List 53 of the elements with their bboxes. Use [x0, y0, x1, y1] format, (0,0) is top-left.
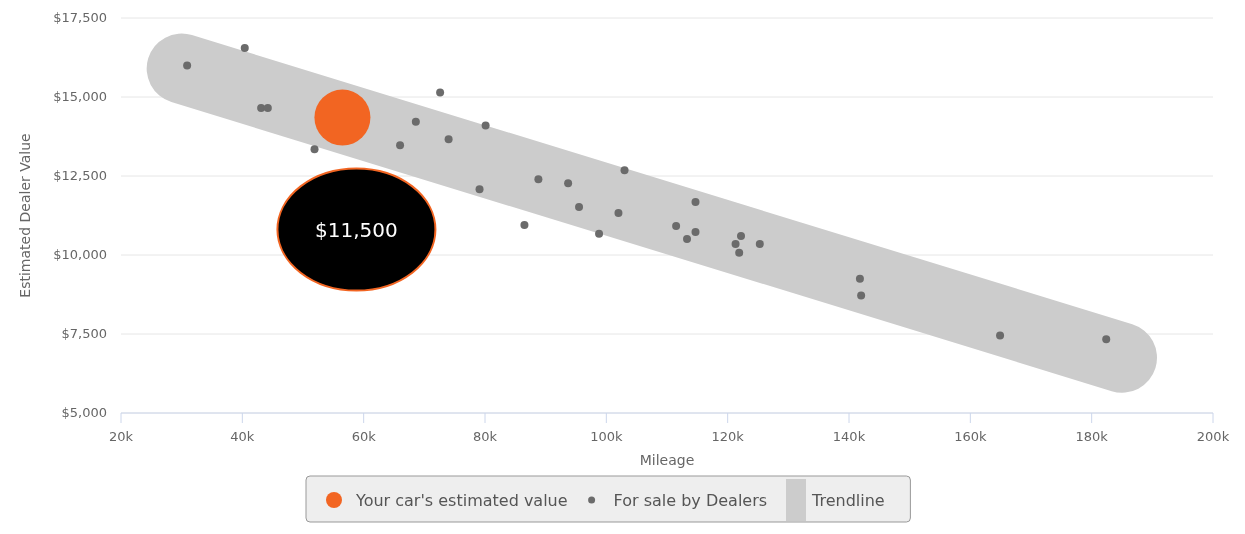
point — [240, 44, 249, 53]
point — [735, 248, 744, 257]
x-tick-label: 20k — [108, 429, 134, 444]
point — [564, 179, 573, 188]
y-tick-label: $10,000 — [53, 247, 107, 262]
legend-label: Your car's estimated value — [355, 491, 568, 510]
point — [857, 291, 866, 300]
point — [436, 88, 445, 97]
y-tick-label: $5,000 — [61, 405, 107, 420]
point — [411, 117, 420, 126]
point — [183, 61, 192, 70]
y-axis-title: Estimated Dealer Value — [17, 133, 33, 298]
point — [996, 331, 1005, 340]
point — [731, 239, 740, 248]
point — [396, 141, 405, 150]
point — [691, 197, 700, 206]
x-tick-label: 60k — [351, 429, 377, 444]
point — [475, 185, 484, 194]
point — [672, 221, 681, 230]
x-tick-label: 40k — [230, 429, 255, 444]
x-axis-title: Mileage — [639, 452, 695, 468]
point — [755, 239, 764, 248]
x-tick-label: 120k — [711, 429, 745, 444]
point — [534, 175, 543, 184]
point — [444, 135, 453, 144]
y-tick-label: $12,500 — [53, 168, 107, 183]
point — [520, 220, 529, 229]
point — [683, 234, 692, 243]
legend-label: Trendline — [811, 491, 885, 510]
point — [614, 208, 623, 217]
point — [595, 229, 604, 238]
point — [263, 104, 272, 113]
x-tick-label: 160k — [954, 429, 987, 444]
y-tick-label: $17,500 — [53, 10, 107, 25]
y-tick-label: $15,000 — [53, 89, 107, 104]
point — [481, 121, 490, 130]
point — [737, 232, 746, 241]
point — [691, 227, 700, 236]
point — [310, 145, 319, 154]
x-tick-label: 200k — [1196, 429, 1230, 444]
point — [855, 274, 864, 283]
point — [314, 89, 371, 146]
point — [1102, 335, 1111, 344]
annotation: $11,500 — [315, 217, 398, 242]
x-tick-label: 100k — [590, 429, 623, 444]
point — [575, 202, 584, 211]
y-tick-label: $7,500 — [61, 326, 107, 341]
point — [257, 104, 266, 113]
x-tick-label: 80k — [472, 429, 498, 444]
x-tick-label: 140k — [832, 429, 866, 444]
x-tick-label: 180k — [1075, 429, 1109, 444]
point — [620, 166, 629, 175]
legend-label: For sale by Dealers — [613, 491, 768, 510]
